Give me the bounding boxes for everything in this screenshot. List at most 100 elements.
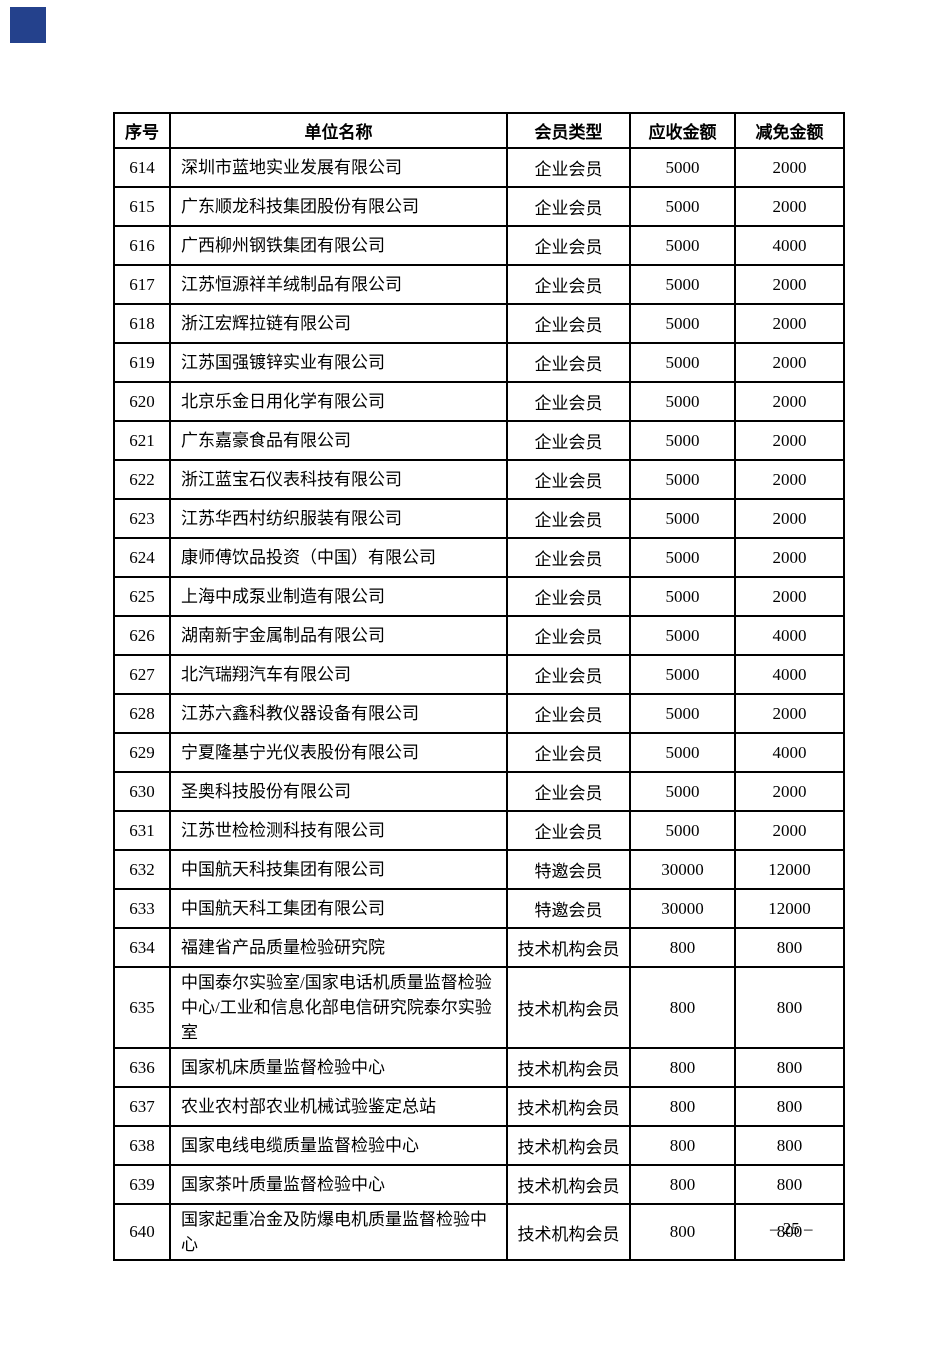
serial-number-cell: 632 bbox=[113, 849, 171, 890]
company-name-cell: 上海中成泵业制造有限公司 bbox=[169, 576, 508, 617]
amount-due-cell: 800 bbox=[629, 1125, 736, 1166]
amount-due-cell: 30000 bbox=[629, 888, 736, 929]
company-name-cell: 江苏恒源祥羊绒制品有限公司 bbox=[169, 264, 508, 305]
member-type-cell: 企业会员 bbox=[506, 771, 631, 812]
company-name-cell: 康师傅饮品投资（中国）有限公司 bbox=[169, 537, 508, 578]
amount-due-cell: 5000 bbox=[629, 225, 736, 266]
serial-number-cell: 635 bbox=[113, 966, 171, 1049]
company-name-cell: 江苏六鑫科教仪器设备有限公司 bbox=[169, 693, 508, 734]
member-type-cell: 企业会员 bbox=[506, 147, 631, 188]
table-row: 624 康师傅饮品投资（中国）有限公司 企业会员 5000 2000 bbox=[113, 537, 845, 578]
serial-number-cell: 615 bbox=[113, 186, 171, 227]
table-row: 625 上海中成泵业制造有限公司 企业会员 5000 2000 bbox=[113, 576, 845, 617]
table-row: 635 中国泰尔实验室/国家电话机质量监督检验中心/工业和信息化部电信研究院泰尔实… bbox=[113, 966, 845, 1049]
amount-due-cell: 5000 bbox=[629, 147, 736, 188]
table-row: 617 江苏恒源祥羊绒制品有限公司 企业会员 5000 2000 bbox=[113, 264, 845, 305]
serial-number-cell: 628 bbox=[113, 693, 171, 734]
company-name-cell: 江苏世检检测科技有限公司 bbox=[169, 810, 508, 851]
table-row: 622 浙江蓝宝石仪表科技有限公司 企业会员 5000 2000 bbox=[113, 459, 845, 500]
company-name-cell: 圣奥科技股份有限公司 bbox=[169, 771, 508, 812]
member-type-cell: 企业会员 bbox=[506, 537, 631, 578]
reduction-amount-cell: 2000 bbox=[734, 381, 845, 422]
company-name-cell: 江苏华西村纺织服装有限公司 bbox=[169, 498, 508, 539]
serial-number-cell: 614 bbox=[113, 147, 171, 188]
member-type-cell: 企业会员 bbox=[506, 615, 631, 656]
serial-number-cell: 634 bbox=[113, 927, 171, 968]
table-row: 636 国家机床质量监督检验中心 技术机构会员 800 800 bbox=[113, 1047, 845, 1088]
table-row: 623 江苏华西村纺织服装有限公司 企业会员 5000 2000 bbox=[113, 498, 845, 539]
amount-due-cell: 5000 bbox=[629, 576, 736, 617]
amount-due-cell: 5000 bbox=[629, 654, 736, 695]
serial-number-cell: 624 bbox=[113, 537, 171, 578]
member-type-cell: 企业会员 bbox=[506, 225, 631, 266]
serial-number-cell: 623 bbox=[113, 498, 171, 539]
reduction-amount-cell: 2000 bbox=[734, 264, 845, 305]
amount-due-cell: 30000 bbox=[629, 849, 736, 890]
reduction-amount-cell: 800 bbox=[734, 1047, 845, 1088]
company-name-cell: 广西柳州钢铁集团有限公司 bbox=[169, 225, 508, 266]
table-row: 614 深圳市蓝地实业发展有限公司 企业会员 5000 2000 bbox=[113, 147, 845, 188]
company-name-cell: 江苏国强镀锌实业有限公司 bbox=[169, 342, 508, 383]
corner-blue-square bbox=[10, 7, 46, 43]
amount-due-cell: 5000 bbox=[629, 771, 736, 812]
member-type-cell: 技术机构会员 bbox=[506, 1203, 631, 1261]
reduction-amount-cell: 4000 bbox=[734, 732, 845, 773]
header-member-type: 会员类型 bbox=[506, 112, 631, 149]
reduction-amount-cell: 2000 bbox=[734, 147, 845, 188]
serial-number-cell: 636 bbox=[113, 1047, 171, 1088]
serial-number-cell: 625 bbox=[113, 576, 171, 617]
member-type-cell: 技术机构会员 bbox=[506, 1125, 631, 1166]
serial-number-cell: 630 bbox=[113, 771, 171, 812]
serial-number-cell: 639 bbox=[113, 1164, 171, 1205]
serial-number-cell: 638 bbox=[113, 1125, 171, 1166]
member-type-cell: 特邀会员 bbox=[506, 849, 631, 890]
table-row: 626 湖南新宇金属制品有限公司 企业会员 5000 4000 bbox=[113, 615, 845, 656]
table-row: 634 福建省产品质量检验研究院 技术机构会员 800 800 bbox=[113, 927, 845, 968]
reduction-amount-cell: 800 bbox=[734, 1086, 845, 1127]
company-name-cell: 国家起重冶金及防爆电机质量监督检验中心 bbox=[169, 1203, 508, 1261]
reduction-amount-cell: 800 bbox=[734, 1164, 845, 1205]
amount-due-cell: 5000 bbox=[629, 693, 736, 734]
amount-due-cell: 5000 bbox=[629, 381, 736, 422]
member-type-cell: 特邀会员 bbox=[506, 888, 631, 929]
amount-due-cell: 5000 bbox=[629, 303, 736, 344]
table-row: 630 圣奥科技股份有限公司 企业会员 5000 2000 bbox=[113, 771, 845, 812]
serial-number-cell: 621 bbox=[113, 420, 171, 461]
serial-number-cell: 640 bbox=[113, 1203, 171, 1261]
table-body: 614 深圳市蓝地实业发展有限公司 企业会员 5000 2000 615 广东顺龙科技集团股… bbox=[113, 147, 845, 1261]
member-type-cell: 企业会员 bbox=[506, 498, 631, 539]
table-row: 638 国家电线电缆质量监督检验中心 技术机构会员 800 800 bbox=[113, 1125, 845, 1166]
table-row: 620 北京乐金日用化学有限公司 企业会员 5000 2000 bbox=[113, 381, 845, 422]
reduction-amount-cell: 800 bbox=[734, 1203, 845, 1261]
member-type-cell: 企业会员 bbox=[506, 303, 631, 344]
member-type-cell: 企业会员 bbox=[506, 459, 631, 500]
member-type-cell: 技术机构会员 bbox=[506, 966, 631, 1049]
member-type-cell: 企业会员 bbox=[506, 693, 631, 734]
reduction-amount-cell: 4000 bbox=[734, 654, 845, 695]
amount-due-cell: 5000 bbox=[629, 732, 736, 773]
serial-number-cell: 631 bbox=[113, 810, 171, 851]
reduction-amount-cell: 800 bbox=[734, 927, 845, 968]
member-type-cell: 技术机构会员 bbox=[506, 1047, 631, 1088]
amount-due-cell: 800 bbox=[629, 1164, 736, 1205]
member-type-cell: 技术机构会员 bbox=[506, 1086, 631, 1127]
amount-due-cell: 5000 bbox=[629, 810, 736, 851]
company-name-cell: 宁夏隆基宁光仪表股份有限公司 bbox=[169, 732, 508, 773]
table-row: 637 农业农村部农业机械试验鉴定总站 技术机构会员 800 800 bbox=[113, 1086, 845, 1127]
member-type-cell: 企业会员 bbox=[506, 186, 631, 227]
amount-due-cell: 5000 bbox=[629, 498, 736, 539]
company-name-cell: 浙江宏辉拉链有限公司 bbox=[169, 303, 508, 344]
company-name-cell: 浙江蓝宝石仪表科技有限公司 bbox=[169, 459, 508, 500]
amount-due-cell: 5000 bbox=[629, 459, 736, 500]
serial-number-cell: 626 bbox=[113, 615, 171, 656]
company-name-cell: 国家茶叶质量监督检验中心 bbox=[169, 1164, 508, 1205]
amount-due-cell: 5000 bbox=[629, 420, 736, 461]
company-name-cell: 广东嘉豪食品有限公司 bbox=[169, 420, 508, 461]
serial-number-cell: 637 bbox=[113, 1086, 171, 1127]
serial-number-cell: 616 bbox=[113, 225, 171, 266]
amount-due-cell: 5000 bbox=[629, 537, 736, 578]
table-row: 616 广西柳州钢铁集团有限公司 企业会员 5000 4000 bbox=[113, 225, 845, 266]
amount-due-cell: 800 bbox=[629, 966, 736, 1049]
serial-number-cell: 633 bbox=[113, 888, 171, 929]
reduction-amount-cell: 800 bbox=[734, 966, 845, 1049]
